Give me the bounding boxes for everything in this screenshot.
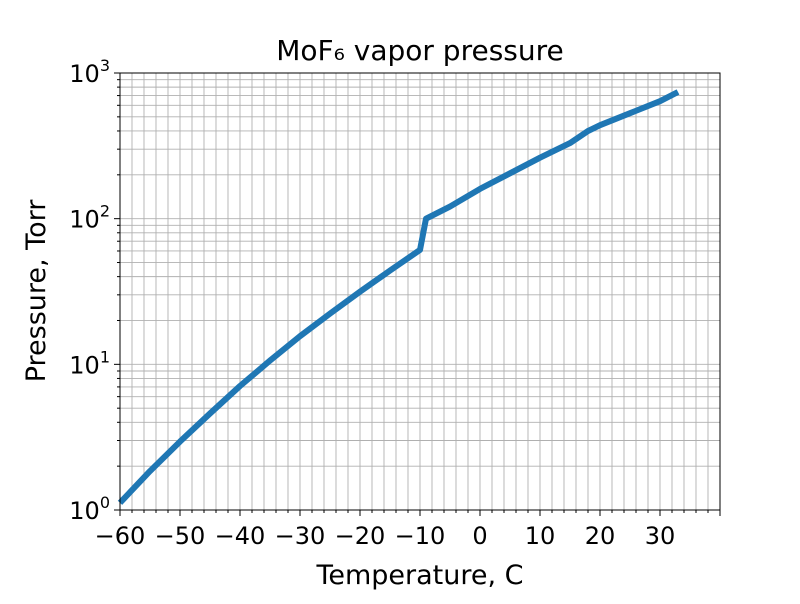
y-tick-label: 101 (69, 347, 110, 379)
x-tick-label: −40 (215, 522, 266, 550)
x-tick-label: −50 (155, 522, 206, 550)
y-axis-label: Pressure, Torr (21, 199, 52, 383)
x-tick-label: −10 (395, 522, 446, 550)
x-tick-label: −60 (95, 522, 146, 550)
plot-area (117, 89, 680, 505)
x-tick-label: 20 (585, 522, 616, 550)
y-tick-label: 100 (69, 493, 110, 525)
y-tick-label: 102 (69, 202, 110, 234)
chart-title: MoF₆ vapor pressure (276, 34, 564, 67)
x-tick-label: 30 (645, 522, 676, 550)
x-tick-label: 10 (525, 522, 556, 550)
axis-ticks: −60 −50 −40 −30 −20 −10 0 10 20 30 100 101 102 103 (69, 56, 721, 550)
x-tick-label: 0 (472, 522, 487, 550)
grid (119, 73, 721, 511)
x-tick-label: −20 (335, 522, 386, 550)
vapor-pressure-line (117, 89, 680, 505)
y-tick-label: 103 (69, 56, 110, 88)
x-axis-label: Temperature, C (315, 560, 523, 591)
x-tick-label: −30 (275, 522, 326, 550)
